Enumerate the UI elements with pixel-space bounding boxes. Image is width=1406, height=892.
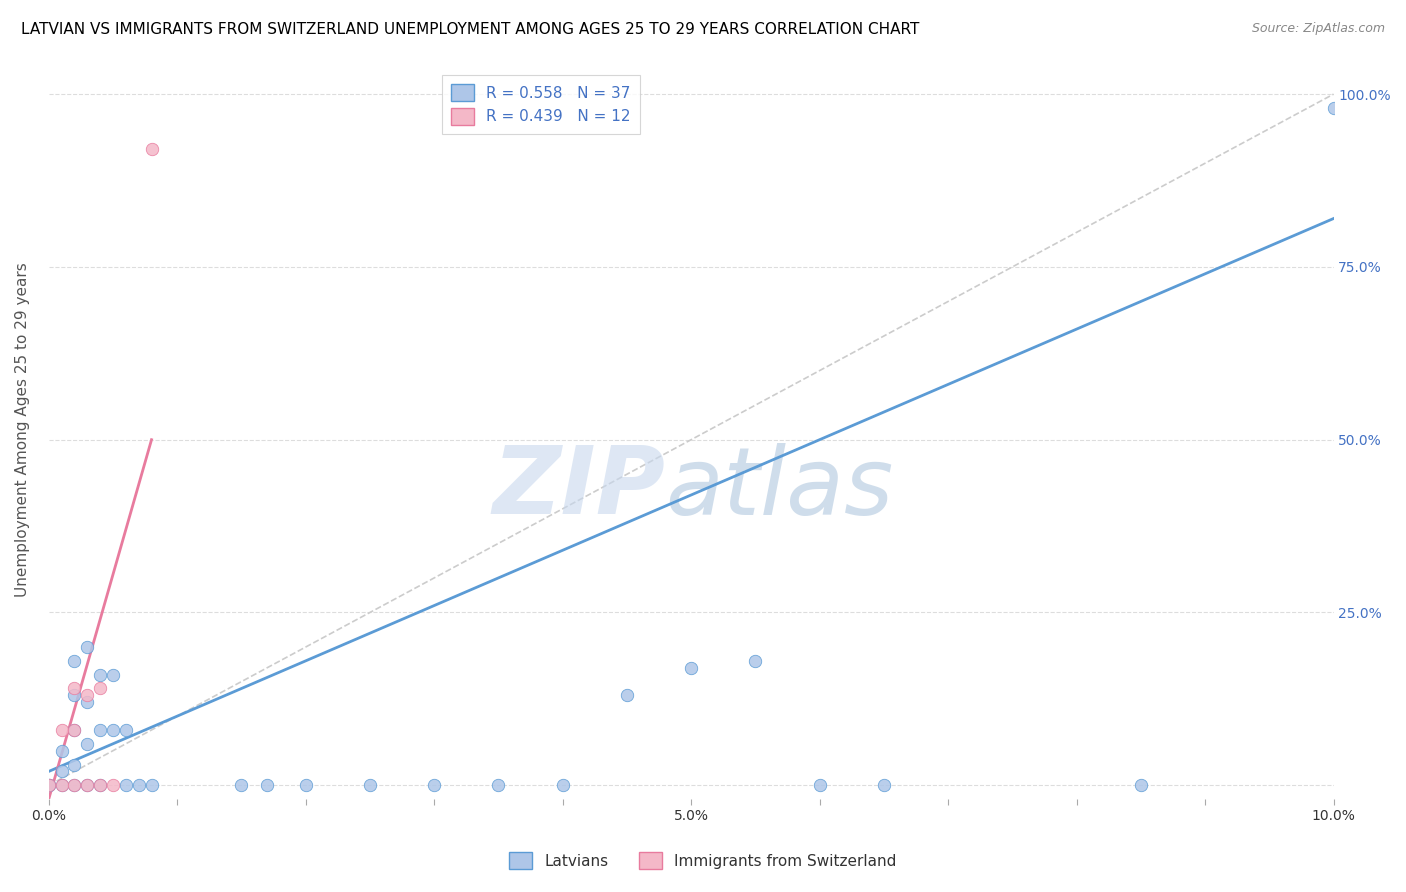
Point	[63, 681, 86, 696]
Point	[681, 661, 703, 675]
Point	[808, 778, 831, 792]
Point	[51, 764, 73, 779]
Point	[89, 778, 111, 792]
Point	[1322, 101, 1344, 115]
Point	[89, 778, 111, 792]
Point	[294, 778, 316, 792]
Point	[51, 778, 73, 792]
Text: atlas: atlas	[665, 443, 894, 534]
Point	[616, 689, 638, 703]
Point	[38, 778, 60, 792]
Point	[231, 778, 253, 792]
Point	[76, 640, 98, 654]
Point	[76, 778, 98, 792]
Point	[101, 667, 124, 681]
Point	[1129, 778, 1152, 792]
Point	[89, 681, 111, 696]
Point	[423, 778, 446, 792]
Point	[38, 778, 60, 792]
Point	[101, 778, 124, 792]
Point	[359, 778, 381, 792]
Text: LATVIAN VS IMMIGRANTS FROM SWITZERLAND UNEMPLOYMENT AMONG AGES 25 TO 29 YEARS CO: LATVIAN VS IMMIGRANTS FROM SWITZERLAND U…	[21, 22, 920, 37]
Point	[128, 778, 150, 792]
Point	[63, 723, 86, 737]
Point	[76, 778, 98, 792]
Point	[873, 778, 896, 792]
Point	[63, 778, 86, 792]
Point	[486, 778, 509, 792]
Point	[51, 778, 73, 792]
Point	[51, 723, 73, 737]
Point	[89, 723, 111, 737]
Y-axis label: Unemployment Among Ages 25 to 29 years: Unemployment Among Ages 25 to 29 years	[15, 262, 30, 597]
Point	[38, 778, 60, 792]
Point	[51, 744, 73, 758]
Text: Source: ZipAtlas.com: Source: ZipAtlas.com	[1251, 22, 1385, 36]
Point	[256, 778, 278, 792]
Point	[551, 778, 574, 792]
Point	[141, 778, 163, 792]
Point	[744, 654, 766, 668]
Point	[114, 723, 136, 737]
Point	[141, 143, 163, 157]
Point	[63, 757, 86, 772]
Point	[76, 737, 98, 751]
Legend: R = 0.558   N = 37, R = 0.439   N = 12: R = 0.558 N = 37, R = 0.439 N = 12	[441, 75, 640, 135]
Point	[76, 689, 98, 703]
Legend: Latvians, Immigrants from Switzerland: Latvians, Immigrants from Switzerland	[503, 846, 903, 875]
Text: ZIP: ZIP	[492, 442, 665, 534]
Point	[76, 695, 98, 709]
Point	[63, 778, 86, 792]
Point	[63, 689, 86, 703]
Point	[101, 723, 124, 737]
Point	[114, 778, 136, 792]
Point	[63, 654, 86, 668]
Point	[63, 723, 86, 737]
Point	[89, 667, 111, 681]
